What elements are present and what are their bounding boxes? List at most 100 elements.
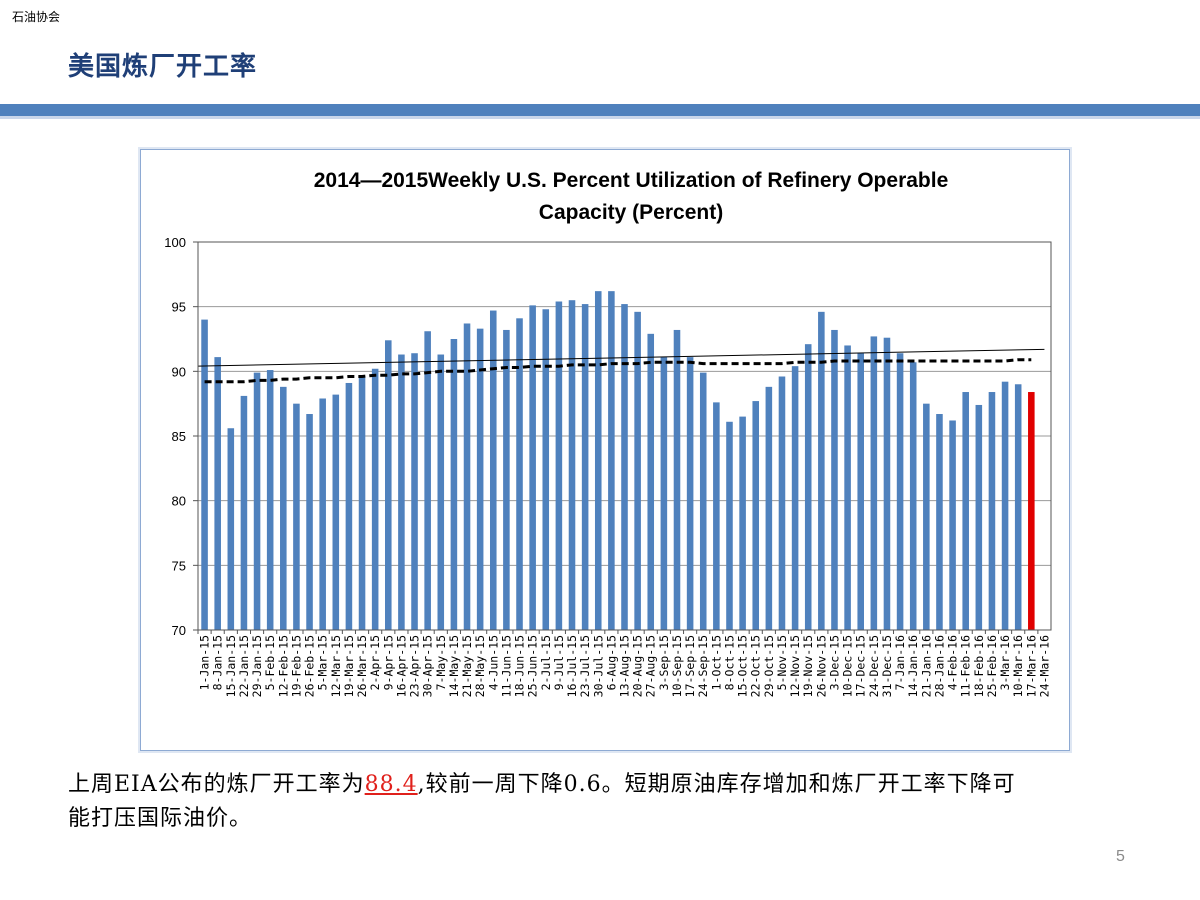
- x-tick-label: 19-Mar-15: [342, 635, 356, 697]
- x-tick-label: 29-Oct-15: [762, 635, 776, 697]
- x-tick-label: 27-Aug-15: [644, 635, 658, 697]
- weekly-bar: [804, 344, 812, 630]
- y-tick-label: 100: [164, 235, 186, 250]
- weekly-bar: [896, 353, 904, 630]
- x-tick-label: 5-Mar-15: [316, 635, 330, 690]
- weekly-bar: [765, 386, 773, 630]
- x-tick-label: 12-Mar-15: [329, 635, 343, 697]
- x-tick-label: 21-Jan-16: [919, 635, 933, 697]
- x-tick-label: 3-Sep-15: [657, 635, 671, 690]
- x-tick-label: 1-Jan-15: [198, 635, 212, 690]
- weekly-bar: [713, 402, 720, 630]
- x-tick-label: 11-Feb-16: [959, 635, 973, 697]
- x-tick-label: 26-Mar-15: [355, 635, 369, 697]
- x-tick-label: 14-Jan-16: [906, 635, 920, 697]
- x-tick-label: 21-May-15: [460, 635, 474, 697]
- x-tick-label: 26-Nov-15: [814, 635, 828, 697]
- weekly-bar: [450, 339, 458, 630]
- weekly-bar: [778, 376, 786, 630]
- trend-line: [197, 348, 1045, 367]
- x-tick-label: 7-Jan-16: [893, 635, 907, 690]
- weekly-bar: [398, 354, 405, 630]
- average-dashed-line: [204, 358, 1032, 384]
- y-tick-label: 75: [172, 558, 186, 573]
- utilization-highlight-value: 88.4: [364, 772, 418, 797]
- reference-lines: [197, 348, 1045, 384]
- x-tick-label: 4-Feb-16: [946, 635, 960, 690]
- x-tick-label: 16-Jul-15: [565, 635, 579, 697]
- commentary-prefix: 上周EIA公布的炼厂开工率为: [68, 772, 365, 797]
- x-tick-label: 9-Apr-15: [381, 635, 395, 690]
- x-tick-label: 11-Jun-15: [499, 635, 513, 697]
- x-tick-label: 7-May-15: [434, 635, 448, 690]
- x-tick-label: 12-Feb-15: [276, 635, 290, 697]
- x-tick-label: 19-Feb-15: [289, 635, 303, 697]
- weekly-bar: [844, 345, 851, 630]
- x-tick-label: 24-Dec-15: [867, 635, 881, 697]
- weekly-bar: [503, 329, 510, 630]
- weekly-bar: [463, 323, 471, 630]
- weekly-bar: [752, 401, 760, 630]
- weekly-bar: [739, 416, 746, 630]
- bars: [201, 291, 1035, 630]
- x-tick-label: 23-Apr-15: [408, 635, 422, 697]
- weekly-bar: [201, 319, 208, 630]
- slide-title: 美国炼厂开工率: [68, 52, 258, 82]
- x-tick-label: 25-Jun-15: [526, 635, 540, 697]
- weekly-bar: [870, 336, 878, 630]
- x-tick-label: 10-Mar-16: [1011, 635, 1025, 697]
- weekly-bar: [227, 428, 235, 630]
- weekly-bar: [857, 353, 864, 630]
- x-tick-label: 17-Sep-15: [683, 635, 697, 697]
- weekly-bar: [280, 386, 287, 630]
- commentary-suffix: ,较前一周下降0.6。短期原油库存增加和炼厂开工率下降可: [417, 772, 1016, 797]
- x-tick-label: 30-Jul-15: [591, 635, 605, 697]
- weekly-bar: [647, 333, 655, 630]
- weekly-bar: [699, 372, 707, 630]
- y-axis-ticks: 70 75 80 85 90 95 100: [164, 235, 198, 638]
- x-axis-ticks: 1-Jan-15 8-Jan-15 15-Jan-15 22-Jan-15 29-Jan…: [197, 630, 1051, 697]
- x-tick-label: 9-Jul-15: [552, 635, 566, 690]
- weekly-bar: [936, 414, 943, 630]
- x-tick-label: 24-Sep-15: [696, 635, 710, 697]
- x-tick-label: 17-Dec-15: [854, 635, 868, 697]
- weekly-bar: [962, 392, 969, 630]
- weekly-bar: [1014, 384, 1022, 630]
- weekly-bar: [568, 300, 576, 630]
- x-tick-label: 31-Dec-15: [880, 635, 894, 697]
- weekly-bar: [371, 368, 379, 630]
- y-tick-label: 95: [172, 300, 186, 315]
- weekly-bar: [909, 362, 917, 630]
- weekly-bar: [634, 311, 641, 630]
- x-tick-label: 23-Jul-15: [578, 635, 592, 697]
- title-divider-shadow: [0, 116, 1200, 119]
- weekly-bar: [542, 309, 550, 630]
- x-tick-label: 1-Oct-15: [709, 635, 723, 690]
- weekly-bar: [923, 403, 930, 630]
- x-tick-label: 10-Dec-15: [841, 635, 855, 697]
- x-tick-label: 15-Jan-15: [224, 635, 238, 697]
- weekly-bar: [214, 357, 221, 630]
- weekly-bar: [608, 291, 615, 630]
- x-tick-label: 2-Apr-15: [368, 635, 382, 690]
- y-tick-label: 80: [172, 494, 186, 509]
- weekly-bar: [424, 331, 431, 630]
- weekly-bar: [385, 340, 392, 630]
- weekly-bar: [660, 357, 668, 630]
- y-tick-label: 85: [172, 429, 186, 444]
- chart-frame: 2014—2015Weekly U.S. Percent Utilization…: [140, 149, 1070, 751]
- x-tick-label: 18-Jun-15: [513, 635, 527, 697]
- x-tick-label: 15-Oct-15: [736, 635, 750, 697]
- organization-label: 石油协会: [12, 10, 61, 24]
- page-number: 5: [1116, 848, 1125, 865]
- commentary-line-1: 上周EIA公布的炼厂开工率为88.4,较前一周下降0.6。短期原油库存增加和炼厂…: [68, 768, 1148, 802]
- commentary-line-2: 能打压国际油价。: [68, 806, 253, 831]
- x-tick-label: 24-Mar-16: [1037, 635, 1051, 697]
- weekly-bar: [516, 318, 523, 630]
- weekly-bar: [345, 382, 353, 630]
- weekly-bar: [319, 398, 326, 630]
- x-tick-label: 17-Mar-16: [1024, 635, 1038, 697]
- chart-title-line1: 2014—2015Weekly U.S. Percent Utilization…: [314, 169, 949, 192]
- weekly-bar: [529, 305, 536, 630]
- x-tick-label: 5-Nov-15: [775, 635, 789, 690]
